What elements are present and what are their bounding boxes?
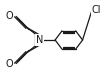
Text: Cl: Cl bbox=[92, 5, 102, 15]
Text: O: O bbox=[6, 59, 13, 69]
Text: N: N bbox=[36, 35, 43, 45]
Text: O: O bbox=[6, 11, 13, 21]
